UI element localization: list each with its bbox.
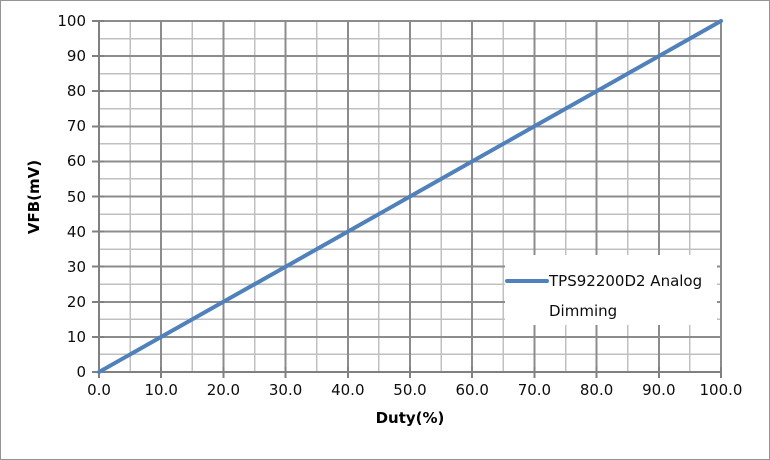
legend: TPS92200D2 Analog Dimming — [505, 255, 717, 325]
series-line — [97, 19, 723, 374]
x-tick-label: 10.0 — [144, 381, 178, 399]
y-axis-title: VFB(mV) — [25, 159, 43, 235]
x-tick-label: 50.0 — [393, 381, 427, 399]
y-tick-label: 60 — [66, 152, 86, 171]
x-tick-label: 30.0 — [268, 381, 303, 399]
x-tick-label: 20.0 — [206, 381, 241, 399]
x-axis-title: Duty(%) — [375, 409, 445, 427]
y-tick-label: 90 — [66, 47, 86, 66]
y-tick-label: 70 — [66, 117, 86, 136]
y-tick-label: 100 — [57, 12, 86, 30]
y-tick-label: 50 — [66, 187, 86, 206]
legend-line-sample — [505, 279, 549, 283]
y-tick-label: 0 — [76, 363, 86, 381]
legend-entry-label: TPS92200D2 Analog Dimming — [549, 272, 703, 320]
y-tick-label: 30 — [66, 257, 86, 276]
x-tick-label: 80.0 — [579, 381, 614, 399]
x-tick-label: 100.0 — [699, 381, 743, 399]
y-tick-label: 20 — [66, 292, 86, 311]
x-tick-label: 90.0 — [642, 381, 676, 399]
x-tick-label: 70.0 — [517, 381, 552, 399]
y-tick-label: 80 — [66, 82, 86, 101]
y-tick-label: 10 — [66, 327, 86, 346]
y-tick-label: 40 — [66, 222, 86, 241]
x-tick-label: 40.0 — [331, 381, 365, 399]
x-tick-label: 0.0 — [87, 381, 111, 399]
x-tick-label: 60.0 — [455, 381, 489, 399]
